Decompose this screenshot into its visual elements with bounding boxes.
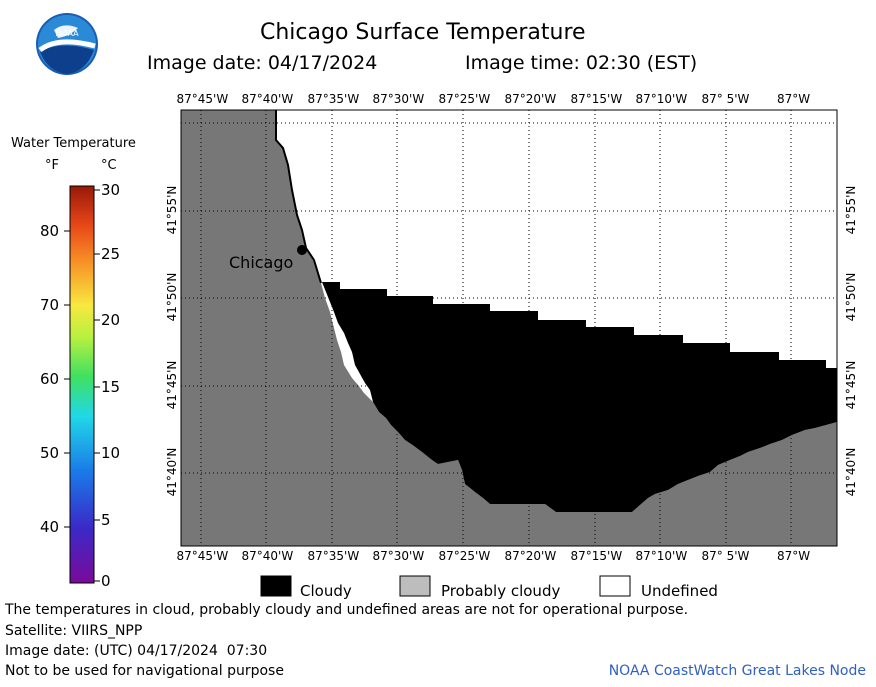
lon-label-bottom: 87°20'W bbox=[504, 549, 557, 563]
colorbar-c-tick: 25 bbox=[101, 245, 121, 263]
colorbar-f-tick: 60 bbox=[40, 370, 60, 388]
nav-warning: Not to be used for navigational purpose bbox=[5, 663, 284, 679]
lat-label-left: 41°55'N bbox=[165, 185, 179, 235]
lon-label-top: 87°35'W bbox=[307, 92, 360, 106]
colorbar-f-tick: 70 bbox=[40, 296, 60, 314]
lat-label-right: 41°55'N bbox=[844, 185, 858, 235]
map-border bbox=[180, 109, 838, 547]
colorbar-c-tick: 20 bbox=[101, 311, 121, 329]
colorbar-title: Water Temperature bbox=[11, 136, 136, 151]
colorbar-f-label: °F bbox=[45, 158, 59, 173]
colorbar-c-tick: 5 bbox=[101, 511, 111, 529]
coastline bbox=[275, 110, 322, 284]
colorbar-c-tick: 0 bbox=[101, 572, 111, 590]
legend-swatch-cloudy bbox=[260, 575, 292, 597]
colorbar-f-tick: 50 bbox=[40, 444, 60, 462]
chicago-marker bbox=[297, 245, 307, 255]
lon-label-bottom: 87°W bbox=[777, 549, 811, 563]
legend-swatch-probably-cloudy bbox=[399, 575, 431, 597]
land bbox=[181, 110, 837, 546]
lat-label-right: 41°45'N bbox=[844, 360, 858, 410]
lon-label-bottom: 87°35'W bbox=[307, 549, 360, 563]
legend-swatch-undefined bbox=[599, 575, 631, 597]
lon-label-top: 87°25'W bbox=[438, 92, 491, 106]
lon-label-top: 87°30'W bbox=[372, 92, 425, 106]
lon-label-top: 87°10'W bbox=[635, 92, 688, 106]
lat-label-right: 41°40'N bbox=[844, 447, 858, 497]
colorbar-f-tick: 40 bbox=[40, 518, 60, 536]
lon-label-top: 87°W bbox=[777, 92, 811, 106]
satellite: Satellite: VIIRS_NPP bbox=[5, 623, 143, 639]
lon-label-bottom: 87°25'W bbox=[438, 549, 491, 563]
lon-label-top: 87°15'W bbox=[570, 92, 623, 106]
utc-date: Image date: (UTC) 04/17/2024 07:30 bbox=[5, 643, 268, 659]
colorbar-c-tick: 10 bbox=[101, 444, 121, 462]
colorbar-c-tick: 15 bbox=[101, 378, 121, 396]
image-date: Image date: 04/17/2024 bbox=[147, 52, 378, 74]
cloud-mask bbox=[322, 282, 837, 512]
page-title: Chicago Surface Temperature bbox=[260, 20, 586, 45]
lon-label-top: 87°40'W bbox=[241, 92, 294, 106]
lon-label-bottom: 87°15'W bbox=[570, 549, 623, 563]
lon-label-top: 87°45'W bbox=[176, 92, 229, 106]
legend-cloudy: Cloudy bbox=[300, 582, 352, 600]
legend-probably-cloudy: Probably cloudy bbox=[441, 582, 561, 600]
lon-label-top: 87°20'W bbox=[504, 92, 557, 106]
city-label: Chicago bbox=[229, 253, 294, 272]
lon-label-bottom: 87°10'W bbox=[635, 549, 688, 563]
lat-label-left: 41°40'N bbox=[165, 447, 179, 497]
lat-label-right: 41°50'N bbox=[844, 272, 858, 322]
credit: NOAA CoastWatch Great Lakes Node bbox=[608, 663, 866, 679]
lon-label-bottom: 87°40'W bbox=[241, 549, 294, 563]
lon-label-top: 87° 5'W bbox=[701, 92, 750, 106]
colorbar-c-label: °C bbox=[101, 158, 117, 173]
lon-label-bottom: 87°45'W bbox=[176, 549, 229, 563]
colorbar-c-tick: 30 bbox=[101, 181, 121, 199]
colorbar bbox=[69, 185, 95, 584]
lon-label-bottom: 87° 5'W bbox=[701, 549, 750, 563]
disclaimer: The temperatures in cloud, probably clou… bbox=[5, 602, 689, 618]
image-time: Image time: 02:30 (EST) bbox=[465, 52, 698, 74]
legend-undefined: Undefined bbox=[641, 582, 718, 600]
lon-label-bottom: 87°30'W bbox=[372, 549, 425, 563]
lat-label-left: 41°45'N bbox=[165, 360, 179, 410]
lat-label-left: 41°50'N bbox=[165, 272, 179, 322]
graticule bbox=[181, 110, 837, 546]
colorbar-f-tick: 80 bbox=[40, 222, 60, 240]
